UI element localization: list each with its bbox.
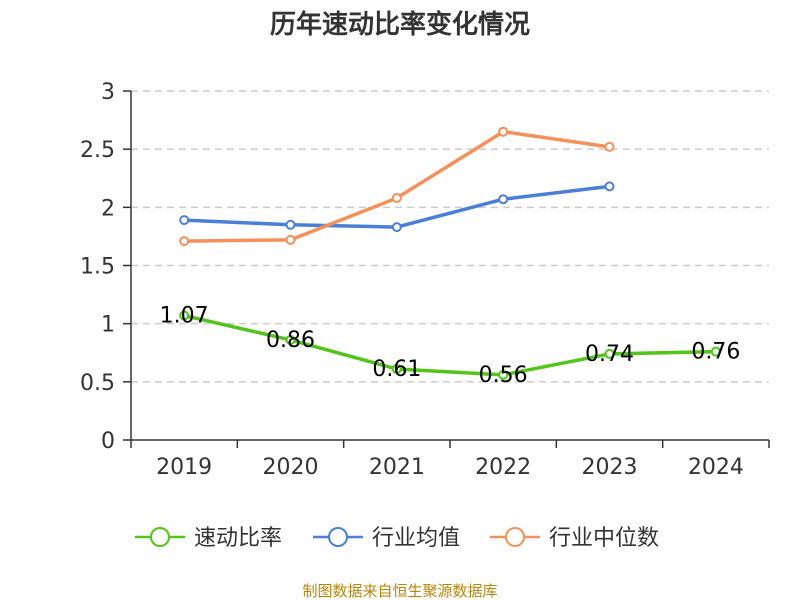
source-footer: 制图数据来自恒生聚源数据库 xyxy=(302,582,497,600)
series-point-2 xyxy=(604,141,615,152)
data-label: 0.74 xyxy=(585,342,634,367)
legend: 速动比率 行业均值 行业中位数 xyxy=(135,526,659,551)
data-label: 0.56 xyxy=(479,363,528,388)
legend-marker-0 xyxy=(150,527,170,547)
series-point-0 xyxy=(604,348,615,359)
data-label: 0.61 xyxy=(372,357,421,382)
y-tick-label: 1 xyxy=(101,313,115,338)
y-tick-label: 1.5 xyxy=(80,255,115,280)
data-label: 0.86 xyxy=(266,328,315,353)
series-point-1 xyxy=(498,194,509,205)
series-point-1 xyxy=(285,219,296,230)
series-point-1 xyxy=(179,215,190,226)
grid xyxy=(131,90,769,383)
y-tick-label: 2 xyxy=(101,196,115,221)
series-point-1 xyxy=(391,222,402,233)
y-tick-label: 0.5 xyxy=(80,371,115,396)
series-point-2 xyxy=(179,236,190,247)
y-tick-label: 3 xyxy=(101,80,115,105)
legend-marker-2 xyxy=(505,527,525,547)
legend-marker-1 xyxy=(328,527,348,547)
data-label: 0.76 xyxy=(691,340,740,365)
x-tick-label: 2022 xyxy=(475,455,531,480)
legend-label-2: 行业中位数 xyxy=(549,526,659,551)
series-layer xyxy=(179,126,721,380)
series-point-2 xyxy=(285,234,296,245)
series-point-1 xyxy=(604,181,615,192)
legend-label-0: 速动比率 xyxy=(194,526,282,551)
x-tick-label: 2020 xyxy=(263,455,319,480)
x-tick-label: 2024 xyxy=(688,455,744,480)
axes: 0 0.5 1 1.5 2 2.5 3 2019 2020 2021 2022 2023 2024 xyxy=(80,80,770,480)
chart-title: 历年速动比率变化情况 xyxy=(270,9,530,40)
y-tick-label: 0 xyxy=(101,429,115,454)
series-point-0 xyxy=(285,334,296,345)
data-labels: 1.07 0.86 0.61 0.56 0.74 0.76 xyxy=(160,304,741,388)
series-point-2 xyxy=(498,126,509,137)
x-tick-label: 2023 xyxy=(582,455,638,480)
series-point-2 xyxy=(391,193,402,204)
series-point-0 xyxy=(179,310,190,321)
data-label: 1.07 xyxy=(160,304,209,329)
series-point-0 xyxy=(710,346,721,357)
series-point-0 xyxy=(498,369,509,380)
series-point-0 xyxy=(391,364,402,375)
x-tick-label: 2019 xyxy=(156,455,212,480)
series-line-0 xyxy=(182,313,718,377)
x-tick-label: 2021 xyxy=(369,455,425,480)
legend-label-1: 行业均值 xyxy=(372,526,460,551)
y-tick-label: 2.5 xyxy=(80,138,115,163)
